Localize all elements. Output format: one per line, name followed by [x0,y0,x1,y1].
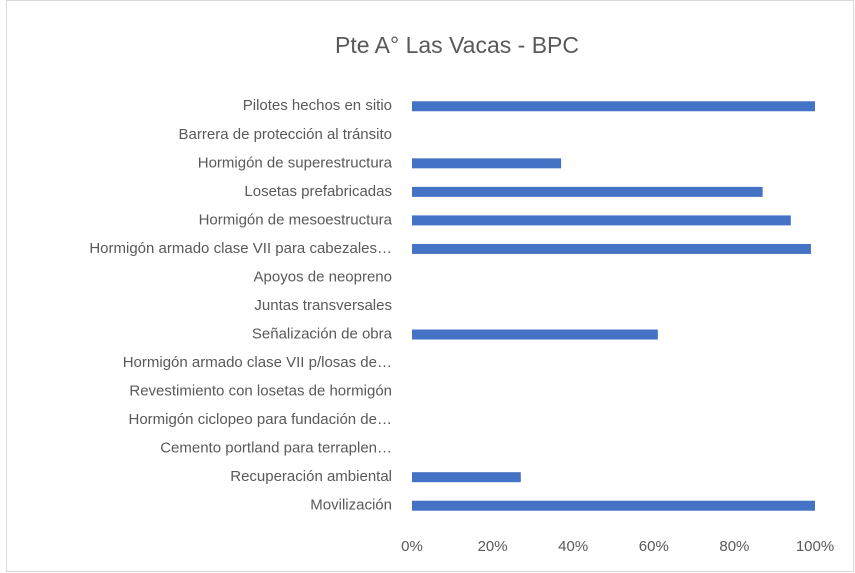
y-tick-label: Apoyos de neopreno [254,268,392,285]
x-tick-label: 0% [401,538,423,555]
y-tick-label: Revestimiento con losetas de hormigón [129,383,392,400]
y-tick-label: Señalización de obra [252,326,393,343]
bar [412,215,791,226]
x-tick-label: 80% [719,538,749,555]
y-tick-label: Hormigón ciclopeo para fundación de… [129,411,393,428]
y-tick-label: Movilización [310,497,392,514]
x-tick-label: 20% [478,538,508,555]
x-tick-label: 100% [796,538,834,555]
y-tick-label: Hormigón de mesoestructura [199,211,393,228]
y-tick-label: Juntas transversales [254,297,392,314]
bar [412,472,521,483]
y-tick-label: Losetas prefabricadas [244,183,392,200]
bar [412,329,658,340]
chart-border [6,0,854,572]
bar [412,186,763,197]
y-tick-label: Hormigón armado clase VII p/losas de… [123,354,392,371]
bar [412,101,815,112]
y-tick-label: Barrera de protección al tránsito [179,126,392,143]
bar [412,243,811,254]
x-tick-label: 40% [558,538,588,555]
y-tick-label: Hormigón armado clase VII para cabezales… [89,240,392,257]
bar [412,158,562,169]
chart-title: Pte A° Las Vacas - BPC [335,32,579,58]
y-tick-label: Cemento portland para terraplen… [160,440,392,457]
bar [412,500,815,511]
y-tick-label: Pilotes hechos en sitio [243,97,392,114]
y-tick-label: Recuperación ambiental [230,468,392,485]
x-tick-label: 60% [639,538,669,555]
y-tick-label: Hormigón de superestructura [198,154,393,171]
